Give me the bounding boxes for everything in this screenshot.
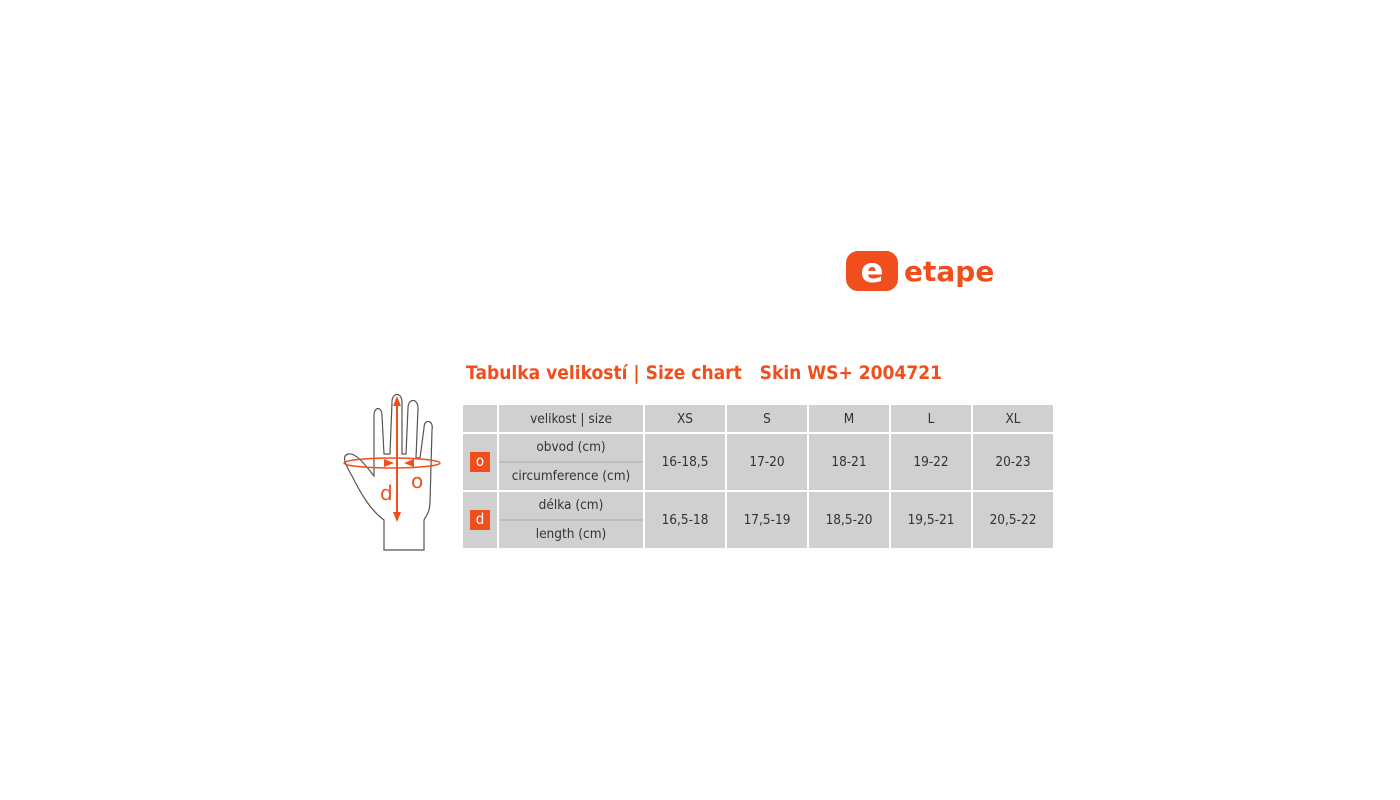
row-label-cz: obvod (cm) bbox=[499, 434, 643, 463]
value-cell: 20,5-22 bbox=[973, 492, 1053, 548]
table-header-row: velikost | size XS S M L XL bbox=[463, 405, 1053, 432]
size-header: L bbox=[891, 405, 971, 432]
page-title: Tabulka velikostí | Size chart Skin WS+ … bbox=[466, 362, 943, 384]
value-cell: 18,5-20 bbox=[809, 492, 889, 548]
value-cell: 16,5-18 bbox=[645, 492, 725, 548]
value-cell: 20-23 bbox=[973, 434, 1053, 490]
badge-d: d bbox=[470, 510, 490, 530]
table-row-length: d délka (cm) length (cm) 16,5-18 17,5-19… bbox=[463, 492, 1053, 548]
header-label: velikost | size bbox=[499, 405, 643, 432]
table-row-circumference: o obvod (cm) circumference (cm) 16-18,5 … bbox=[463, 434, 1053, 490]
size-header: S bbox=[727, 405, 807, 432]
empty-header-cell bbox=[463, 405, 497, 432]
etape-logo: e etape bbox=[846, 250, 1036, 292]
value-cell: 16-18,5 bbox=[645, 434, 725, 490]
row-label-en: length (cm) bbox=[535, 526, 607, 542]
value-cell: 19,5-21 bbox=[891, 492, 971, 548]
value-cell: 17-20 bbox=[727, 434, 807, 490]
value-cell: 17,5-19 bbox=[727, 492, 807, 548]
logo-text: etape bbox=[904, 254, 995, 288]
hand-measurement-illustration: d o bbox=[343, 393, 441, 551]
value-cell: 18-21 bbox=[809, 434, 889, 490]
row-label-cz: délka (cm) bbox=[499, 492, 643, 521]
size-header: M bbox=[809, 405, 889, 432]
row-label-en: circumference (cm) bbox=[511, 468, 631, 484]
hand-label-d: d bbox=[380, 481, 393, 505]
size-header: XL bbox=[973, 405, 1053, 432]
badge-o: o bbox=[470, 452, 490, 472]
logo-mark: e bbox=[846, 251, 898, 291]
hand-label-o: o bbox=[411, 469, 423, 493]
size-header: XS bbox=[645, 405, 725, 432]
value-cell: 19-22 bbox=[891, 434, 971, 490]
size-chart-table: velikost | size XS S M L XL o obvod (cm)… bbox=[461, 403, 1055, 550]
